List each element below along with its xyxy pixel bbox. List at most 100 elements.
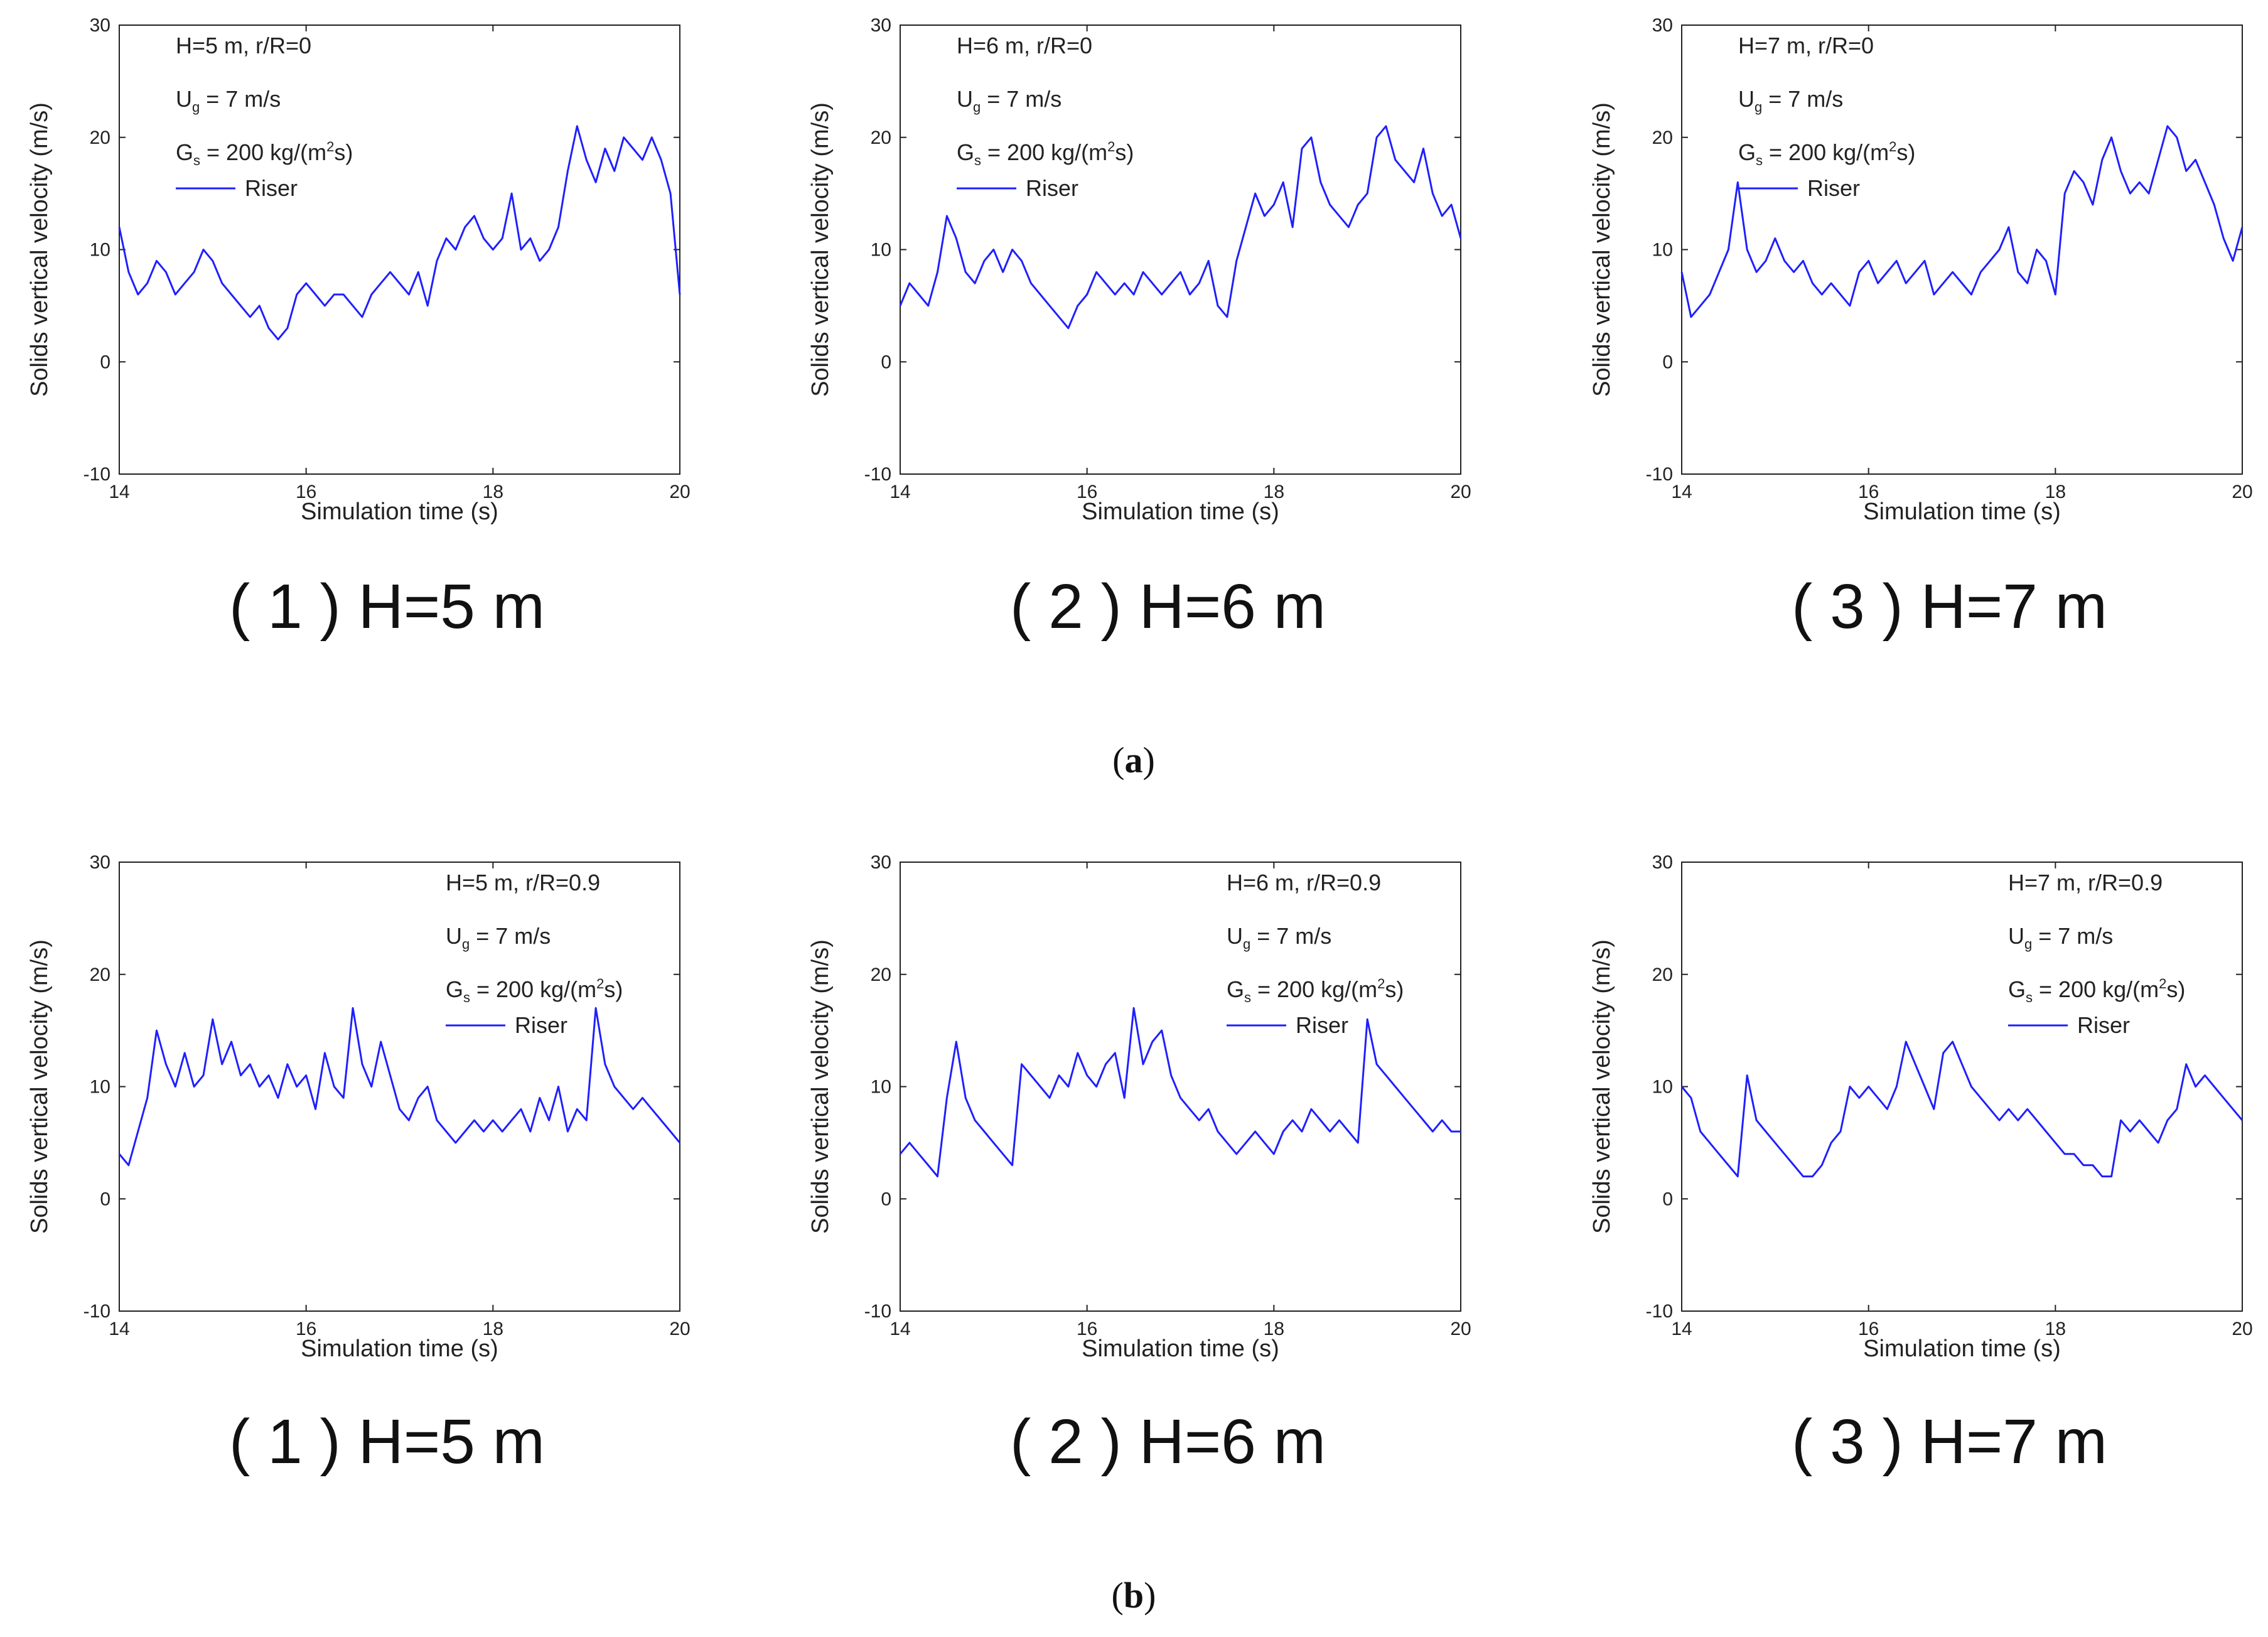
gs-superscript: 2	[1377, 976, 1385, 991]
series-line-riser	[118, 125, 681, 340]
gs-subscript: s	[193, 153, 200, 168]
y-axis-label: Solids vertical velocity (m/s)	[26, 939, 53, 1234]
y-axis-label: Solids vertical velocity (m/s)	[807, 939, 834, 1234]
y-tick-label: 30	[871, 852, 891, 873]
chart-5: -10 0 10 20 30 14 16 18 20 Simulation time (s) Sol…	[807, 852, 1471, 1477]
ug-subscript: g	[192, 99, 200, 115]
x-tick-label: 14	[109, 482, 129, 502]
ug-value: = 7 m/s	[1250, 923, 1331, 949]
x-tick-label: 14	[889, 1319, 910, 1339]
plot-frame	[119, 24, 680, 475]
x-tick-label: 16	[1858, 1319, 1879, 1339]
series-line-riser	[1680, 1040, 2244, 1177]
gs-superscript: 2	[2159, 976, 2166, 991]
y-tick-label: 10	[871, 1077, 891, 1098]
x-tick-label: 20	[1450, 482, 1471, 502]
y-tick-label: 10	[1652, 1077, 1673, 1098]
panel-label-a: (a)	[1112, 740, 1155, 781]
x-tick-label: 14	[1671, 1319, 1692, 1339]
annotation-gas-velocity: Ug = 7 m/s	[957, 86, 1061, 115]
x-tick-label: 20	[1450, 1319, 1471, 1339]
gs-value: = 200 kg/(m	[470, 976, 596, 1002]
y-tick-label: 0	[881, 1189, 891, 1209]
annotation-solids-flux: Gs = 200 kg/(m2s)	[957, 139, 1134, 168]
x-tick-label: 18	[2045, 482, 2066, 502]
ug-value: = 7 m/s	[470, 923, 551, 949]
ug-value: = 7 m/s	[1762, 86, 1843, 112]
legend-label-riser: Riser	[1807, 175, 1860, 201]
y-tick-label: -10	[83, 464, 110, 485]
ug-symbol: U	[176, 86, 192, 112]
ug-subscript: g	[1243, 936, 1250, 952]
y-axis-label: Solids vertical velocity (m/s)	[1589, 102, 1615, 397]
y-tick-label: -10	[1646, 1301, 1673, 1322]
annotation-solids-flux: Gs = 200 kg/(m2s)	[2008, 976, 2185, 1005]
plot-frame	[119, 862, 680, 1312]
series-line-riser	[118, 1007, 681, 1167]
annotation-height: H=6 m, r/R=0	[957, 33, 1092, 58]
ug-value: = 7 m/s	[2032, 923, 2113, 949]
y-tick-label: 10	[90, 240, 110, 261]
x-tick-label: 16	[1077, 482, 1097, 502]
x-axis-label: Simulation time (s)	[1863, 1336, 2061, 1362]
gs-subscript: s	[463, 990, 470, 1005]
legend-label-riser: Riser	[2077, 1012, 2130, 1038]
gs-subscript: s	[974, 153, 981, 168]
plot-frame	[900, 862, 1461, 1312]
gs-value: = 200 kg/(m	[2033, 976, 2159, 1002]
x-axis-label: Simulation time (s)	[1082, 1336, 1279, 1362]
x-tick-label: 16	[296, 482, 316, 502]
y-tick-label: -10	[864, 1301, 891, 1322]
y-tick-label: 0	[1662, 352, 1673, 372]
gs-unit-end: s)	[1896, 139, 1915, 165]
x-tick-label: 18	[1264, 482, 1284, 502]
y-tick-label: 20	[871, 964, 891, 985]
annotation-gas-velocity: Ug = 7 m/s	[176, 86, 281, 115]
annotation-solids-flux: Gs = 200 kg/(m2s)	[1738, 139, 1915, 168]
x-axis-label: Simulation time (s)	[301, 499, 498, 525]
annotation-gas-velocity: Ug = 7 m/s	[446, 923, 551, 952]
series-line-riser	[899, 125, 1462, 330]
y-tick-label: 20	[1652, 127, 1673, 148]
ug-subscript: g	[1755, 99, 1762, 115]
annotation-height: H=5 m, r/R=0.9	[446, 870, 600, 895]
subplot-caption: ( 1 ) H=5 m	[229, 571, 545, 642]
ug-symbol: U	[446, 923, 462, 949]
x-tick-label: 20	[669, 1319, 690, 1339]
gs-value: = 200 kg/(m	[1251, 976, 1377, 1002]
gs-superscript: 2	[1107, 139, 1115, 154]
y-tick-label: 10	[1652, 240, 1673, 261]
x-tick-label: 20	[2232, 482, 2252, 502]
y-tick-label: 20	[90, 964, 110, 985]
legend-label-riser: Riser	[245, 175, 298, 201]
x-tick-label: 14	[1671, 482, 1692, 502]
ug-value: = 7 m/s	[200, 86, 281, 112]
gs-superscript: 2	[1889, 139, 1896, 154]
ug-symbol: U	[1738, 86, 1755, 112]
y-tick-label: 30	[871, 15, 891, 36]
gs-value: = 200 kg/(m	[981, 139, 1107, 165]
y-tick-label: 0	[100, 1189, 110, 1209]
ug-value: = 7 m/s	[981, 86, 1061, 112]
y-tick-label: 30	[90, 15, 110, 36]
annotation-gas-velocity: Ug = 7 m/s	[1738, 86, 1843, 115]
panel-label-b: (b)	[1112, 1575, 1156, 1616]
plot-frame	[1681, 24, 2243, 475]
y-tick-label: 30	[90, 852, 110, 873]
chart-1: -10 0 10 20 30 14 16 18 20 Simulation time (s) Sol…	[26, 15, 691, 642]
y-tick-label: -10	[83, 1301, 110, 1322]
gs-symbol: G	[2008, 976, 2026, 1002]
plot-frame	[1681, 862, 2243, 1312]
gs-unit-end: s)	[604, 976, 623, 1002]
y-tick-label: 20	[1652, 964, 1673, 985]
ug-symbol: U	[957, 86, 973, 112]
annotation-height: H=6 m, r/R=0.9	[1227, 870, 1381, 895]
gs-symbol: G	[957, 139, 974, 165]
x-tick-label: 14	[109, 1319, 129, 1339]
ug-subscript: g	[2024, 936, 2032, 952]
ug-symbol: U	[1227, 923, 1243, 949]
gs-subscript: s	[1244, 990, 1251, 1005]
subplot-caption: ( 1 ) H=5 m	[229, 1407, 545, 1477]
